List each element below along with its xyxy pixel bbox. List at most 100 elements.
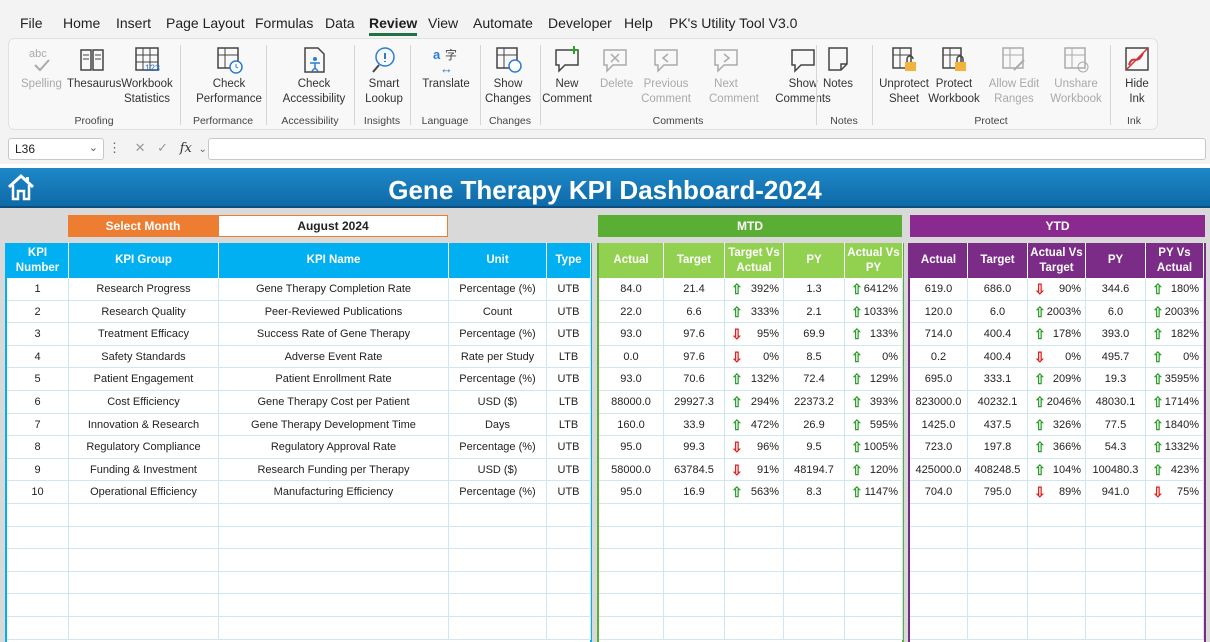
table-cell[interactable]: 69.9: [784, 323, 845, 346]
table-cell[interactable]: Research Progress: [69, 278, 219, 301]
table-cell[interactable]: [664, 594, 725, 617]
table-cell[interactable]: Percentage (%): [449, 481, 547, 504]
show-changes-button[interactable]: Show Changes: [479, 41, 537, 111]
table-cell[interactable]: [449, 571, 547, 595]
table-cell[interactable]: 344.6: [1086, 278, 1146, 301]
unshare-workbook-button[interactable]: Unshare Workbook: [1047, 45, 1105, 107]
table-cell[interactable]: [69, 571, 219, 595]
table-cell[interactable]: 333.1: [968, 368, 1028, 391]
table-cell[interactable]: 8.5: [784, 345, 845, 369]
table-cell[interactable]: 9.5: [784, 436, 845, 459]
table-cell[interactable]: 723.0: [910, 436, 968, 459]
table-cell[interactable]: 16.9: [664, 481, 725, 504]
table-cell[interactable]: [1086, 617, 1146, 640]
table-cell[interactable]: 6.0: [968, 300, 1028, 324]
table-cell[interactable]: 495.7: [1086, 345, 1146, 369]
table-cell[interactable]: ⇧ 595%: [845, 413, 903, 437]
table-cell[interactable]: [219, 594, 449, 617]
table-cell[interactable]: [1028, 571, 1086, 595]
table-cell[interactable]: [845, 571, 903, 595]
table-cell[interactable]: 7: [7, 413, 69, 437]
table-cell[interactable]: [910, 617, 968, 640]
table-cell[interactable]: [69, 594, 219, 617]
menu-help[interactable]: Help: [624, 15, 653, 31]
table-cell[interactable]: 22373.2: [784, 391, 845, 414]
table-cell[interactable]: [1086, 594, 1146, 617]
table-cell[interactable]: ⇧ 6412%: [845, 278, 903, 301]
table-cell[interactable]: 99.3: [664, 436, 725, 459]
table-cell[interactable]: [449, 549, 547, 572]
next-comment-button[interactable]: Next Comment: [709, 45, 759, 107]
table-cell[interactable]: 823000.0: [910, 391, 968, 414]
menu-home[interactable]: Home: [63, 15, 101, 31]
table-cell[interactable]: Gene Therapy Completion Rate: [219, 278, 449, 301]
table-cell[interactable]: [845, 504, 903, 527]
cancel-icon[interactable]: ✕: [134, 140, 146, 155]
table-cell[interactable]: 1: [7, 278, 69, 301]
home-icon[interactable]: [6, 173, 36, 201]
table-cell[interactable]: 93.0: [599, 323, 664, 346]
table-cell[interactable]: [968, 526, 1028, 550]
table-cell[interactable]: ⇧ 180%: [1146, 278, 1204, 301]
table-cell[interactable]: LTB: [547, 391, 591, 414]
chevron-down-icon[interactable]: ⌄: [88, 142, 98, 154]
table-cell[interactable]: 26.9: [784, 413, 845, 437]
table-cell[interactable]: [968, 617, 1028, 640]
table-cell[interactable]: 70.6: [664, 368, 725, 391]
table-cell[interactable]: [664, 526, 725, 550]
menu-file[interactable]: File: [20, 15, 43, 31]
table-cell[interactable]: UTB: [547, 368, 591, 391]
table-cell[interactable]: Gene Therapy Cost per Patient: [219, 391, 449, 414]
hide-ink-button[interactable]: Hide Ink: [1117, 45, 1157, 107]
table-cell[interactable]: [219, 526, 449, 550]
table-cell[interactable]: ⇧ 3595%: [1146, 368, 1204, 391]
table-cell[interactable]: 77.5: [1086, 413, 1146, 437]
table-cell[interactable]: Adverse Event Rate: [219, 345, 449, 369]
table-cell[interactable]: LTB: [547, 413, 591, 437]
table-cell[interactable]: ⇧ 104%: [1028, 458, 1086, 482]
menu-insert[interactable]: Insert: [116, 15, 152, 31]
table-cell[interactable]: [968, 594, 1028, 617]
table-cell[interactable]: [910, 504, 968, 527]
table-cell[interactable]: [599, 617, 664, 640]
table-cell[interactable]: [599, 549, 664, 572]
new-comment-button[interactable]: New Comment: [541, 45, 593, 107]
menu-developer[interactable]: Developer: [548, 15, 612, 31]
table-cell[interactable]: [784, 549, 845, 572]
table-cell[interactable]: [449, 594, 547, 617]
table-cell[interactable]: 95.0: [599, 436, 664, 459]
table-cell[interactable]: [784, 617, 845, 640]
table-cell[interactable]: Percentage (%): [449, 278, 547, 301]
table-cell[interactable]: [69, 526, 219, 550]
table-cell[interactable]: 120.0: [910, 300, 968, 324]
month-selector[interactable]: August 2024: [218, 215, 448, 237]
table-cell[interactable]: Cost Efficiency: [69, 391, 219, 414]
table-cell[interactable]: 400.4: [968, 323, 1028, 346]
table-cell[interactable]: ⇧ 1005%: [845, 436, 903, 459]
table-cell[interactable]: 619.0: [910, 278, 968, 301]
table-cell[interactable]: 704.0: [910, 481, 968, 504]
table-cell[interactable]: ⇧ 120%: [845, 458, 903, 482]
table-cell[interactable]: [1028, 526, 1086, 550]
table-cell[interactable]: [1146, 571, 1204, 595]
table-cell[interactable]: Success Rate of Gene Therapy: [219, 323, 449, 346]
table-cell[interactable]: LTB: [547, 345, 591, 369]
table-cell[interactable]: ⇧ 1332%: [1146, 436, 1204, 459]
table-cell[interactable]: ⇧ 0%: [845, 345, 903, 369]
table-cell[interactable]: Count: [449, 300, 547, 324]
table-cell[interactable]: Gene Therapy Development Time: [219, 413, 449, 437]
table-cell[interactable]: Innovation & Research: [69, 413, 219, 437]
table-cell[interactable]: Percentage (%): [449, 323, 547, 346]
menu-page-layout[interactable]: Page Layout: [166, 15, 245, 31]
table-cell[interactable]: [599, 594, 664, 617]
table-cell[interactable]: ⇩ 0%: [725, 345, 784, 369]
allow-edit-ranges-button[interactable]: Allow Edit Ranges: [985, 45, 1043, 107]
table-cell[interactable]: [449, 526, 547, 550]
table-cell[interactable]: 714.0: [910, 323, 968, 346]
table-cell[interactable]: 48194.7: [784, 458, 845, 482]
table-cell[interactable]: ⇧ 392%: [725, 278, 784, 301]
table-cell[interactable]: 63784.5: [664, 458, 725, 482]
table-cell[interactable]: 33.9: [664, 413, 725, 437]
table-cell[interactable]: UTB: [547, 458, 591, 482]
table-cell[interactable]: ⇧ 209%: [1028, 368, 1086, 391]
